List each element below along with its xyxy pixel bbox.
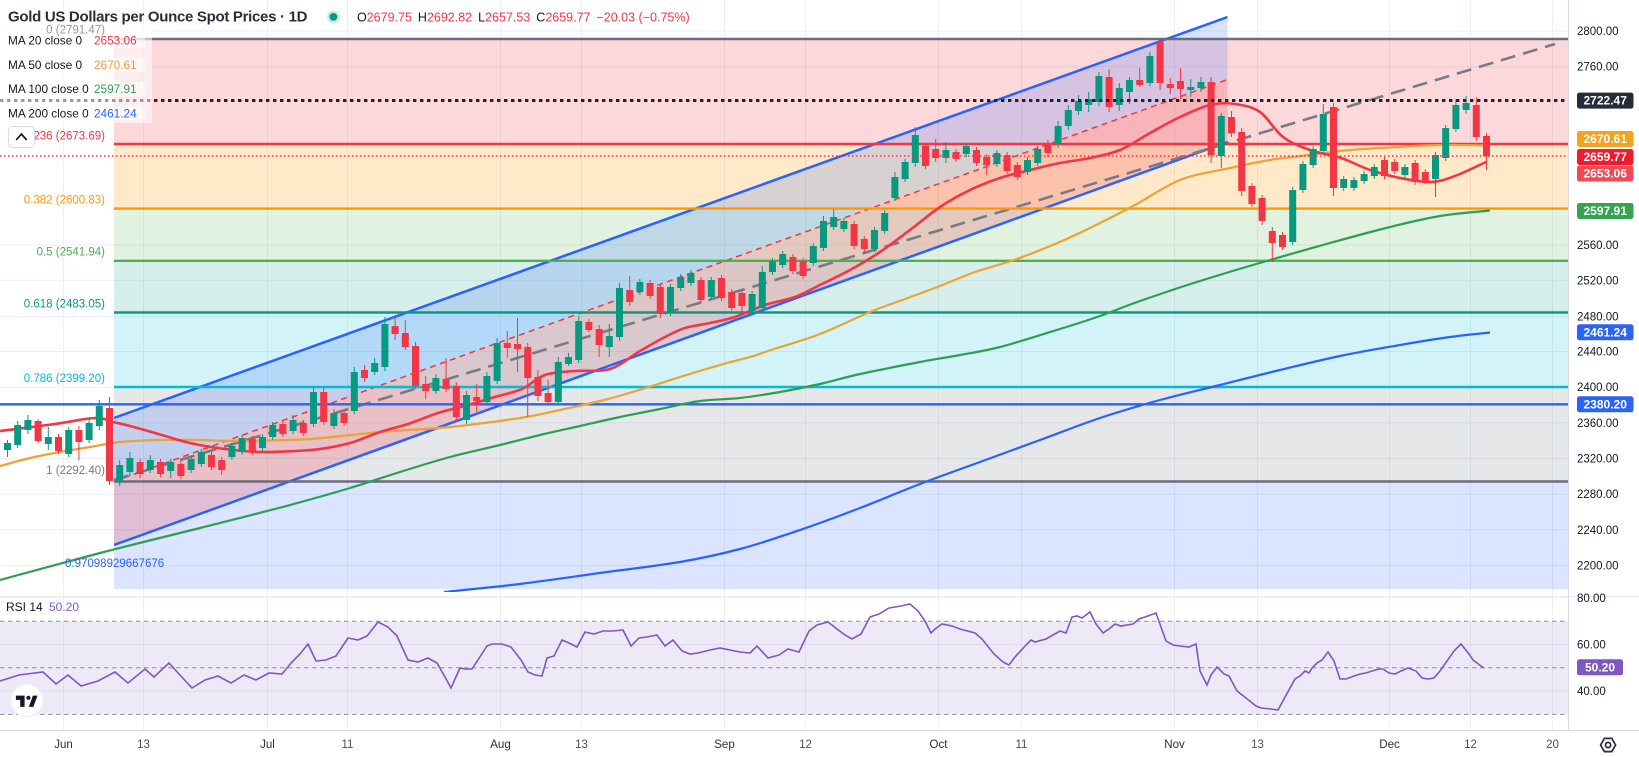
svg-text:2380.20: 2380.20 [1584, 397, 1628, 411]
svg-text:13: 13 [575, 739, 588, 751]
svg-text:2760.00: 2760.00 [1577, 62, 1619, 74]
svg-text:2461.24: 2461.24 [1584, 325, 1628, 339]
svg-text:50.20: 50.20 [1585, 660, 1615, 674]
svg-text:13: 13 [1251, 739, 1264, 751]
svg-text:2360.00: 2360.00 [1577, 418, 1619, 430]
svg-text:13: 13 [137, 739, 150, 751]
svg-text:Oct: Oct [930, 739, 949, 751]
svg-text:2400.00: 2400.00 [1577, 382, 1619, 394]
svg-text:MA 50 close 0: MA 50 close 0 [8, 58, 83, 72]
svg-text:2800.00: 2800.00 [1577, 26, 1619, 38]
svg-text:Aug: Aug [490, 739, 510, 751]
svg-text:2597.91: 2597.91 [1584, 204, 1628, 218]
svg-text:Sep: Sep [714, 739, 734, 751]
svg-text:MA 100 close 0: MA 100 close 0 [8, 82, 89, 96]
svg-text:0.236 (2673.69): 0.236 (2673.69) [24, 131, 105, 143]
svg-text:Jul: Jul [260, 739, 275, 751]
svg-text:Dec: Dec [1379, 739, 1400, 751]
svg-text:2200.00: 2200.00 [1577, 561, 1619, 573]
svg-text:MA 20 close 0: MA 20 close 0 [8, 34, 83, 48]
svg-text:2240.00: 2240.00 [1577, 525, 1619, 537]
svg-text:2597.91: 2597.91 [94, 82, 137, 96]
svg-text:80.00: 80.00 [1577, 593, 1606, 605]
svg-text:Nov: Nov [1164, 739, 1185, 751]
svg-text:2461.24: 2461.24 [94, 106, 137, 120]
svg-text:50.20: 50.20 [49, 600, 79, 614]
svg-text:Gold US Dollars per Ounce Spot: Gold US Dollars per Ounce Spot Prices · … [8, 9, 308, 26]
svg-text:2320.00: 2320.00 [1577, 454, 1619, 466]
svg-text:2480.00: 2480.00 [1577, 311, 1619, 323]
svg-text:MA 200 close 0: MA 200 close 0 [8, 106, 89, 120]
svg-text:60.00: 60.00 [1577, 640, 1606, 652]
svg-text:0.382 (2600.83): 0.382 (2600.83) [24, 195, 105, 207]
svg-text:2520.00: 2520.00 [1577, 276, 1619, 288]
svg-text:2659.77: 2659.77 [1584, 150, 1628, 164]
svg-text:0 (2791.47): 0 (2791.47) [46, 25, 105, 37]
svg-text:12: 12 [1464, 739, 1477, 751]
svg-text:11: 11 [1016, 739, 1028, 751]
svg-text:2653.06: 2653.06 [1584, 167, 1628, 181]
svg-text:12: 12 [799, 739, 812, 751]
svg-text:11: 11 [342, 739, 354, 751]
svg-text:Jun: Jun [54, 739, 73, 751]
svg-text:2560.00: 2560.00 [1577, 240, 1619, 252]
svg-text:20: 20 [1546, 739, 1559, 751]
svg-text:0.786 (2399.20): 0.786 (2399.20) [24, 373, 105, 385]
svg-text:0.97098929667676: 0.97098929667676 [65, 558, 164, 570]
svg-text:2440.00: 2440.00 [1577, 347, 1619, 359]
svg-text:40.00: 40.00 [1577, 686, 1606, 698]
svg-text:2280.00: 2280.00 [1577, 489, 1619, 501]
svg-text:0.618 (2483.05): 0.618 (2483.05) [24, 299, 105, 311]
svg-text:2653.06: 2653.06 [94, 34, 137, 48]
svg-text:2722.47: 2722.47 [1584, 94, 1628, 108]
svg-text:2670.61: 2670.61 [1584, 132, 1628, 146]
svg-text:0.5 (2541.94): 0.5 (2541.94) [37, 247, 106, 259]
svg-text:RSI 14: RSI 14 [6, 600, 43, 614]
svg-text:2670.61: 2670.61 [94, 58, 137, 72]
svg-text:1 (2292.40): 1 (2292.40) [46, 465, 105, 477]
